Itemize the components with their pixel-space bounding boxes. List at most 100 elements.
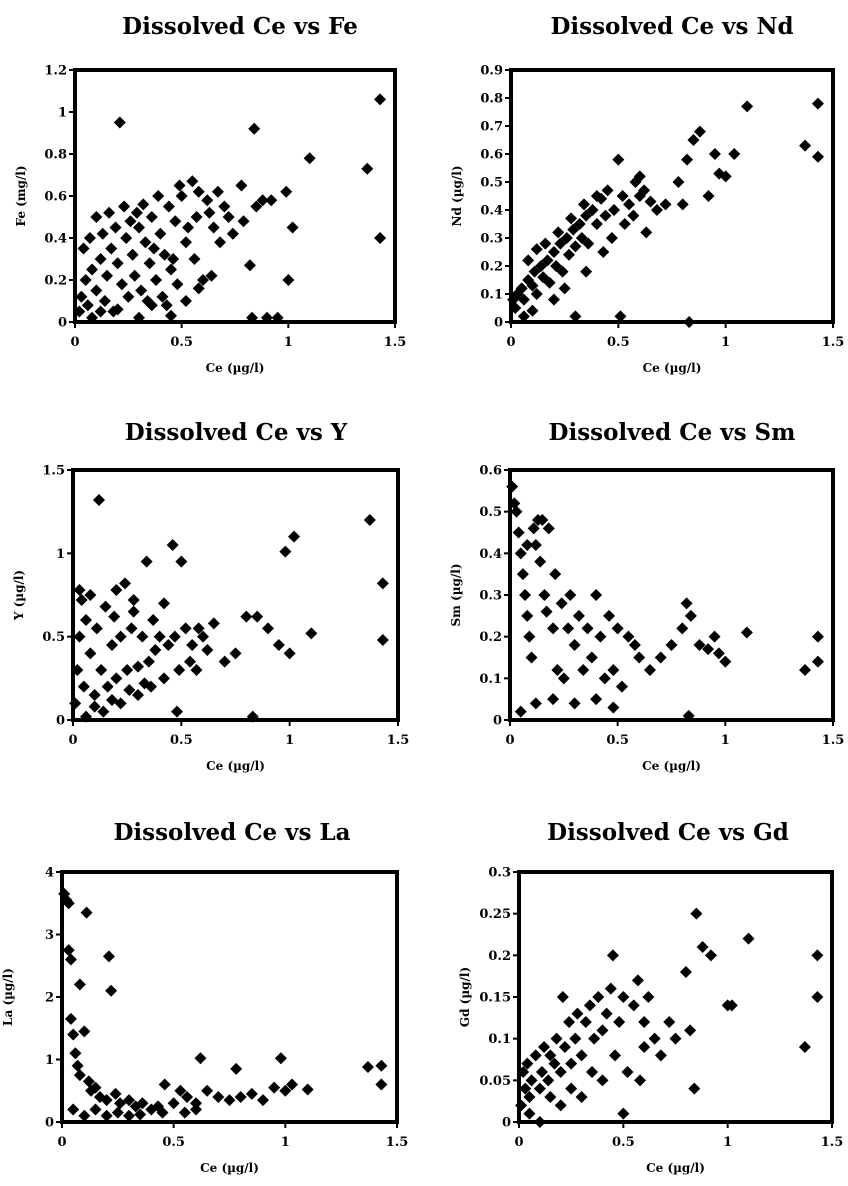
- data-point: [571, 1007, 584, 1020]
- data-point: [514, 705, 527, 718]
- data-point: [114, 1097, 127, 1110]
- data-point: [577, 198, 590, 211]
- data-point: [590, 693, 603, 706]
- data-point: [190, 664, 203, 676]
- data-point: [75, 594, 88, 606]
- data-point: [279, 545, 292, 558]
- data-point: [265, 194, 278, 207]
- data-point: [102, 950, 115, 963]
- data-point: [142, 655, 155, 668]
- data-point: [205, 269, 218, 282]
- y-tick-label: 1: [58, 106, 67, 121]
- y-tick-label: 0: [45, 1116, 54, 1131]
- data-point: [565, 1082, 578, 1095]
- plot-frame: [508, 468, 835, 722]
- data-point: [90, 211, 103, 223]
- data-point: [688, 1082, 701, 1095]
- data-point: [599, 209, 612, 222]
- data-point: [90, 622, 103, 635]
- x-tick-label: 1.5: [821, 1135, 844, 1150]
- data-point: [190, 211, 203, 223]
- y-tick-label: 0.2: [488, 949, 511, 964]
- data-point: [136, 630, 149, 643]
- data-point: [376, 634, 389, 646]
- data-point: [78, 1025, 91, 1038]
- data-point: [222, 211, 235, 223]
- data-point: [181, 1091, 194, 1103]
- data-point: [153, 630, 166, 643]
- data-point: [687, 134, 700, 146]
- data-point: [623, 198, 636, 211]
- data-point: [544, 1091, 557, 1103]
- data-point: [565, 1057, 578, 1070]
- data-point: [218, 655, 231, 668]
- y-tick-label: 0.2: [480, 260, 503, 275]
- data-point: [585, 651, 598, 664]
- data-point: [725, 999, 738, 1012]
- data-point: [103, 206, 116, 219]
- data-point: [283, 647, 296, 660]
- chart-title: Dissolved Ce vs Fe: [122, 13, 358, 40]
- data-point: [573, 218, 586, 230]
- data-point: [126, 248, 139, 261]
- data-point: [179, 295, 192, 307]
- data-point: [613, 1016, 626, 1028]
- data-point: [261, 311, 273, 324]
- data-point: [614, 310, 627, 323]
- data-point: [95, 664, 108, 676]
- data-point: [115, 278, 128, 291]
- plot-frame: [60, 870, 399, 1124]
- data-point: [110, 672, 123, 685]
- y-tick-label: 1: [45, 1053, 54, 1068]
- data-point: [106, 639, 118, 651]
- x-tick-label: 1: [721, 335, 730, 350]
- data-point: [811, 97, 824, 110]
- data-point: [120, 232, 133, 244]
- data-point: [665, 639, 678, 651]
- data-points: [507, 97, 824, 328]
- data-point: [123, 1109, 135, 1122]
- data-point: [539, 237, 552, 250]
- data-point: [540, 605, 553, 618]
- data-point: [515, 1099, 528, 1112]
- y-tick-label: 0.4: [480, 204, 503, 219]
- data-point: [123, 1094, 135, 1107]
- data-point: [100, 1109, 113, 1122]
- data-point: [560, 232, 573, 244]
- data-point: [631, 974, 644, 987]
- data-point: [94, 305, 107, 318]
- data-point: [525, 1074, 538, 1087]
- chart-6: Dissolved Ce vs Gd 0 0.05 0.1 0.15 0.2 0.25 0.3…: [458, 819, 843, 1175]
- data-point: [547, 246, 560, 258]
- data-point: [684, 1024, 697, 1037]
- data-point: [62, 897, 75, 910]
- data-point: [604, 982, 617, 995]
- data-point: [583, 999, 596, 1012]
- data-point: [137, 198, 150, 211]
- data-point: [523, 1091, 536, 1103]
- chart-3: Dissolved Ce vs Y 0 0.5 1 1.5 0 0.5 1 1.5 Ce (µg/…: [12, 419, 409, 773]
- data-point: [127, 605, 140, 618]
- data-point: [171, 278, 184, 291]
- data-point: [139, 236, 152, 249]
- data-point: [101, 269, 113, 282]
- y-tick-label: 2: [45, 991, 54, 1006]
- x-tick-label: 1.5: [386, 1135, 409, 1150]
- data-point: [516, 568, 529, 581]
- data-point: [80, 710, 92, 723]
- data-point: [506, 480, 519, 493]
- data-point: [582, 237, 595, 250]
- data-point: [592, 991, 605, 1003]
- data-point: [555, 597, 568, 610]
- data-point: [541, 254, 554, 267]
- data-point: [521, 539, 534, 551]
- data-point: [608, 204, 621, 216]
- y-tick-label: 1.2: [44, 64, 67, 79]
- data-point: [171, 705, 183, 718]
- data-point: [690, 907, 703, 920]
- x-tick-label: 0.5: [606, 733, 629, 748]
- x-tick-label: 1.5: [822, 335, 845, 350]
- data-point: [165, 263, 177, 276]
- data-point: [596, 1074, 609, 1087]
- data-point: [235, 179, 248, 192]
